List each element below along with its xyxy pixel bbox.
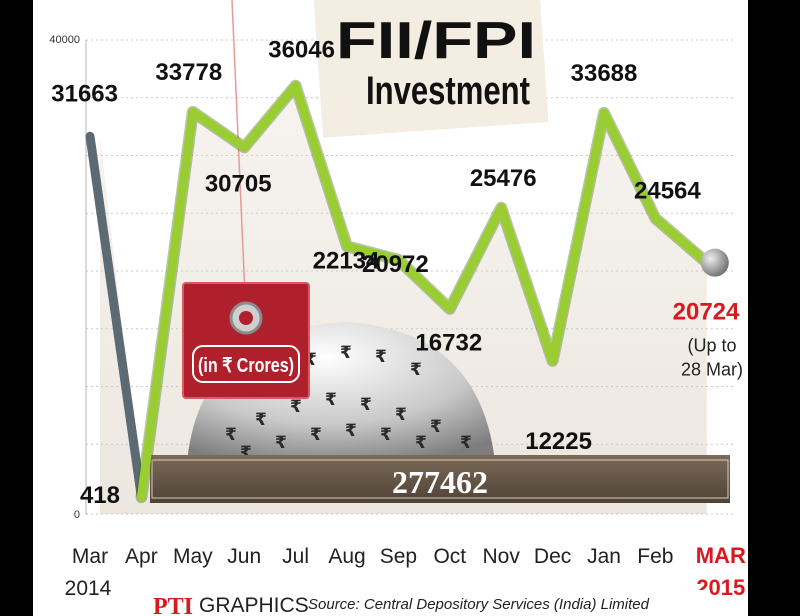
footer-brand: PTI — [153, 594, 193, 616]
svg-text:₹: ₹ — [460, 433, 472, 453]
x-tick-label: Aug — [328, 545, 365, 568]
data-label: 33688 — [571, 60, 638, 87]
svg-text:₹: ₹ — [255, 410, 267, 430]
unit-tag-label: (in ₹ Crores) — [198, 355, 294, 377]
data-label: 16732 — [415, 330, 482, 357]
x-tick-label: Sep — [380, 545, 417, 568]
svg-text:₹: ₹ — [240, 443, 252, 463]
data-label: 36046 — [268, 37, 335, 64]
data-label: 33778 — [155, 59, 222, 86]
svg-text:₹: ₹ — [275, 433, 287, 453]
total-value: 277462 — [392, 464, 488, 500]
svg-text:₹: ₹ — [415, 433, 427, 453]
data-label: 12225 — [525, 428, 592, 455]
x-tick-label: Nov — [483, 545, 521, 568]
y-tick-label: 40000 — [49, 34, 80, 46]
x-tick-label: Jan — [587, 545, 621, 568]
y-tick-label: 0 — [74, 509, 80, 521]
series-lines — [85, 79, 713, 504]
data-label: 22134 — [313, 247, 380, 274]
data-note: (Up to — [687, 336, 736, 356]
svg-text:₹: ₹ — [325, 390, 337, 410]
tag-string — [231, 0, 247, 319]
x-tick-label: Jul — [282, 545, 309, 568]
footer: PTI GRAPHICS Source: Central Depository … — [150, 590, 710, 616]
chart-title: FII/FPI — [336, 12, 536, 70]
x-tick-label: MAR — [696, 543, 746, 568]
svg-text:₹: ₹ — [290, 397, 302, 417]
data-label: 20972 — [362, 251, 429, 278]
svg-text:₹: ₹ — [430, 417, 442, 437]
chart-subtitle: Investment — [366, 69, 530, 113]
svg-text:₹: ₹ — [345, 421, 357, 441]
svg-text:₹: ₹ — [305, 350, 317, 370]
x-tick-label: May — [173, 545, 213, 568]
data-label: 418 — [80, 482, 120, 509]
footer-source: Source: Central Depository Services (Ind… — [308, 596, 650, 613]
svg-text:₹: ₹ — [225, 425, 237, 445]
svg-text:₹: ₹ — [340, 343, 352, 363]
x-tick-label: Feb — [637, 545, 673, 568]
total-bar: 277462 — [150, 455, 730, 503]
data-label-latest: 20724 — [673, 299, 740, 326]
data-label: 24564 — [634, 177, 701, 204]
svg-text:₹: ₹ — [380, 425, 392, 445]
title-card: FII/FPI Investment — [313, 0, 549, 138]
unit-tag: (in ₹ Crores) — [182, 282, 310, 399]
svg-text:₹: ₹ — [375, 347, 387, 367]
data-label: 30705 — [205, 170, 272, 197]
x-tick-label: Dec — [534, 545, 571, 568]
data-note: 28 Mar) — [681, 360, 743, 380]
svg-text:₹: ₹ — [410, 360, 422, 380]
svg-text:₹: ₹ — [310, 425, 322, 445]
x-tick-label: Apr — [125, 545, 158, 568]
x-tick-label: Oct — [433, 545, 466, 568]
x-year-label: 2014 — [65, 577, 112, 600]
x-tick-label: Jun — [227, 545, 261, 568]
series-line — [136, 81, 712, 502]
series-line-2014 — [85, 131, 146, 502]
svg-text:₹: ₹ — [360, 395, 372, 415]
data-label: 31663 — [51, 80, 118, 107]
x-tick-label: Mar — [72, 545, 108, 568]
data-label: 25476 — [470, 165, 537, 192]
svg-text:₹: ₹ — [395, 405, 407, 425]
footer-brand-suffix: GRAPHICS — [199, 594, 309, 616]
end-marker-icon — [700, 248, 729, 277]
